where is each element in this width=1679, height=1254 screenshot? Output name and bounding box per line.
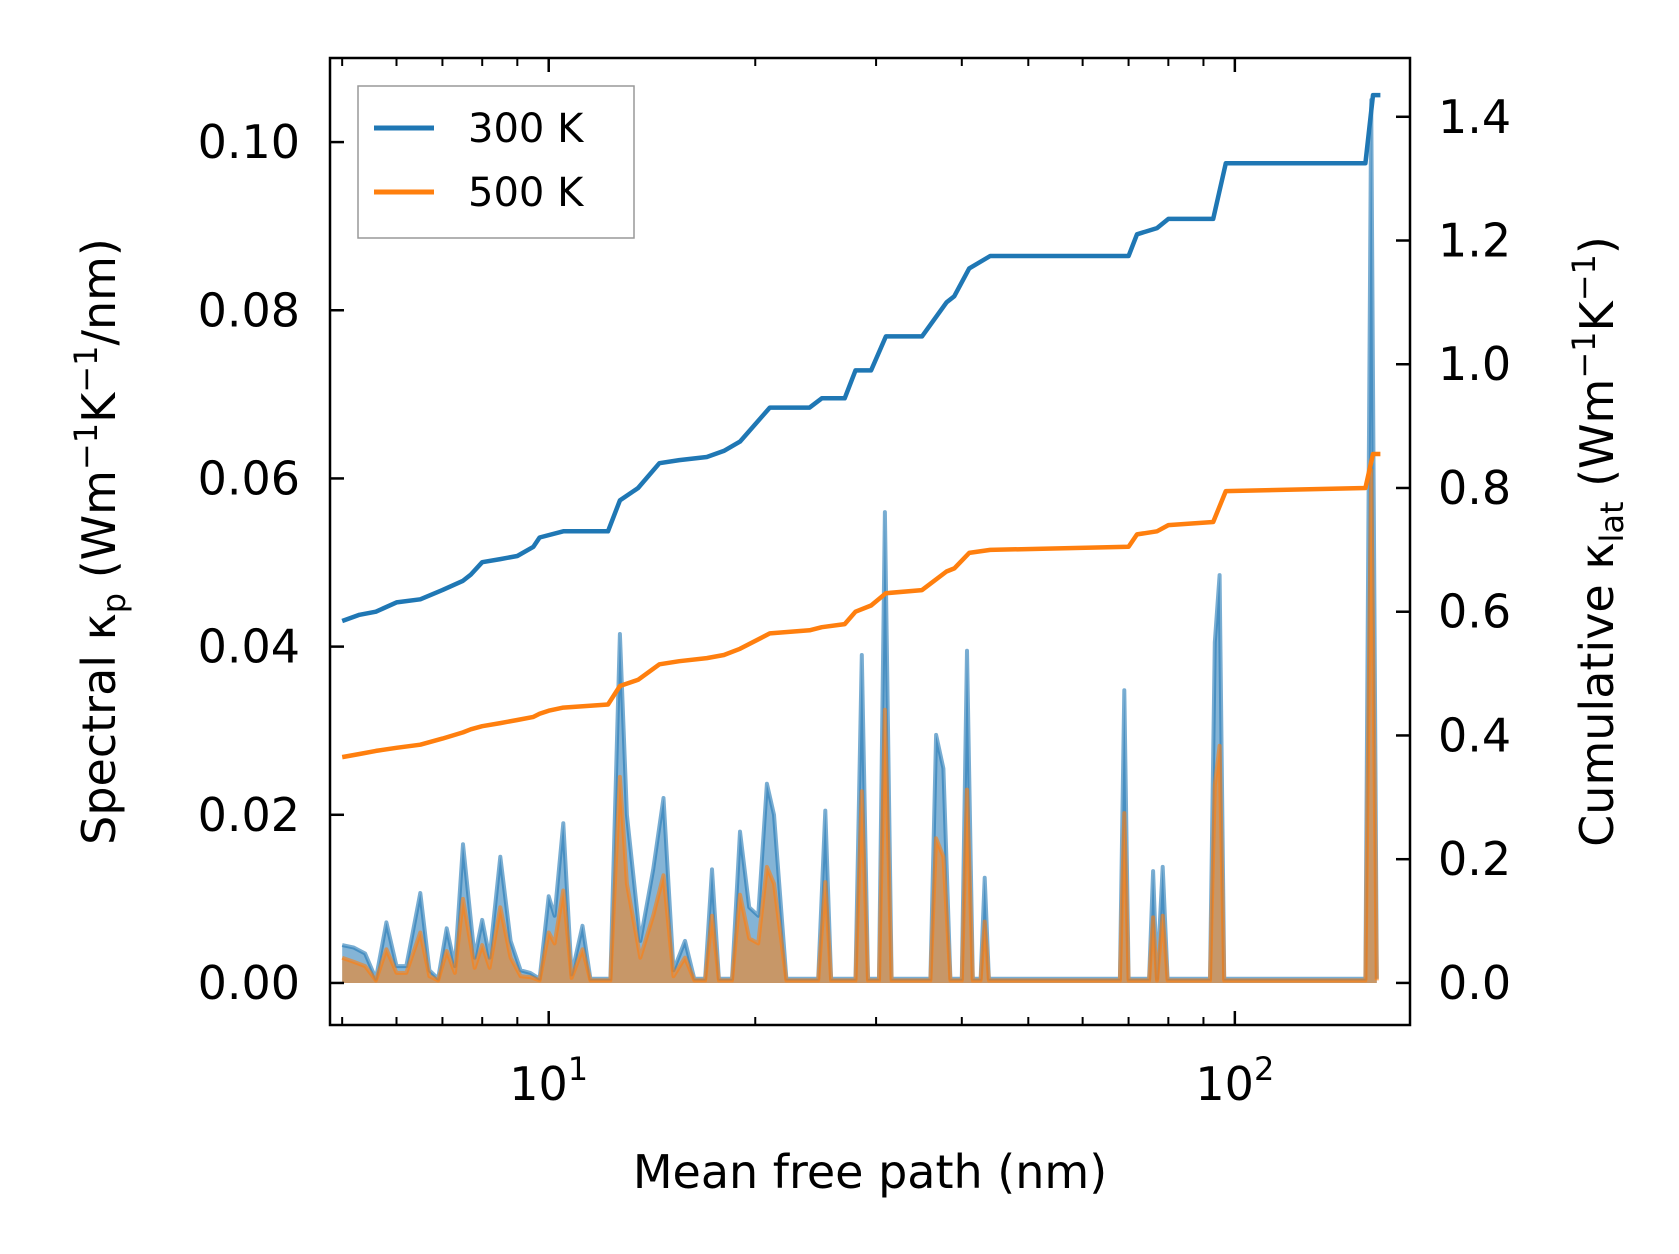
right-y-label-post: (Wm: [1570, 379, 1624, 502]
left-y-axis-label: Spectral κp (Wm−1K−1/nm): [67, 238, 133, 845]
ticks-layer: 101 1020.000.020.040.060.080.100.00.20.40…: [198, 58, 1511, 1111]
right-y-label-sup1: −1: [1565, 331, 1603, 378]
x-axis-label: Mean free path (nm): [633, 1145, 1107, 1199]
x-tick-exponent: 2: [1254, 1050, 1274, 1088]
y-left-tick-label: 0.04: [198, 620, 300, 674]
y-right-tick-label: 0.6: [1438, 585, 1511, 639]
right-y-axis-label: Cumulative κlat (Wm−1K−1): [1565, 236, 1631, 847]
legend-frame: [357, 85, 635, 239]
x-tick-label: 102: [1195, 1050, 1274, 1111]
right-y-label-sup2: −1: [1565, 254, 1603, 301]
plot-frame: [328, 56, 1412, 1027]
left-y-label-end: /nm): [72, 238, 126, 345]
y-right-tick-label: 0.0: [1438, 956, 1511, 1010]
right-y-label-sub: lat: [1593, 502, 1631, 543]
x-tick-base: 10: [1195, 1057, 1254, 1111]
left-y-label-post: (Wm: [72, 470, 126, 593]
cumulative-line-500k: [341, 451, 1381, 760]
left-y-label-sub: p: [95, 593, 133, 613]
left-y-label-pre: Spectral κ: [72, 613, 126, 845]
series-layer: [341, 92, 1381, 983]
right-y-label-pre: Cumulative κ: [1570, 543, 1624, 847]
left-y-label-sup1: −1: [67, 423, 105, 470]
y-right-tick-label: 1.2: [1438, 214, 1511, 268]
x-tick-label: 101: [509, 1050, 588, 1111]
y-right-tick-label: 1.0: [1438, 337, 1511, 391]
y-left-tick-label: 0.08: [198, 283, 300, 337]
legend: 300 K 500 K: [357, 85, 635, 239]
y-left-tick-label: 0.06: [198, 451, 300, 505]
y-right-tick-label: 0.4: [1438, 708, 1511, 762]
left-y-label-sup2: −1: [67, 346, 105, 393]
spectral-line-500k: [341, 468, 1379, 983]
y-left-tick-label: 0.10: [198, 115, 300, 169]
y-left-tick-label: 0.02: [198, 788, 300, 842]
y-left-tick-label: 0.00: [198, 956, 300, 1010]
right-y-label-end: ): [1570, 236, 1624, 254]
cumulative-line-300k: [341, 92, 1381, 624]
left-y-label-mid: K: [72, 391, 126, 423]
y-right-tick-label: 1.4: [1438, 90, 1511, 144]
legend-label-500k: 500 K: [468, 170, 585, 216]
x-tick-exponent: 1: [568, 1050, 588, 1088]
x-tick-base: 10: [509, 1057, 568, 1111]
y-right-tick-label: 0.8: [1438, 461, 1511, 515]
right-y-label-mid: K: [1570, 299, 1624, 331]
y-right-tick-label: 0.2: [1438, 832, 1511, 886]
legend-label-300k: 300 K: [468, 106, 585, 152]
